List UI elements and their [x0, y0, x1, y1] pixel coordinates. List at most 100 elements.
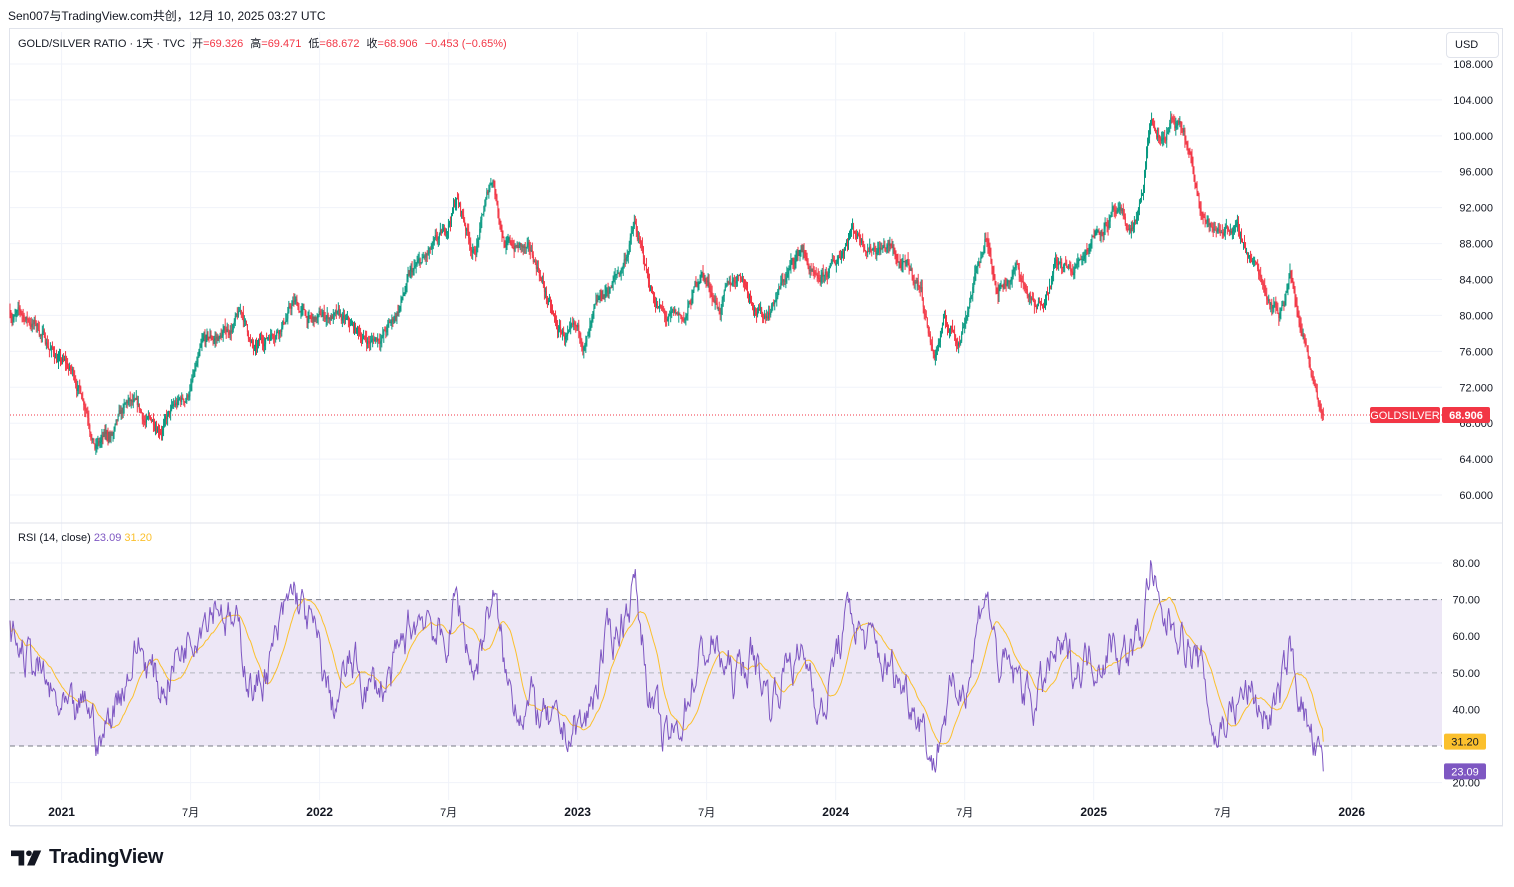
candle-body — [258, 339, 260, 345]
price-axis-label: 76.000 — [1459, 346, 1493, 358]
candle-body — [122, 407, 124, 414]
candle-body — [1169, 123, 1171, 128]
candle-body — [1245, 247, 1247, 253]
candle-body — [1101, 229, 1103, 233]
candle-body — [530, 250, 532, 252]
candle-body — [198, 351, 200, 358]
candle-body — [870, 246, 872, 250]
candle-body — [1198, 195, 1200, 203]
candle-body — [577, 324, 579, 328]
candle-body — [1214, 229, 1216, 231]
candle-body — [824, 271, 826, 275]
candle-body — [628, 244, 630, 253]
candle-body — [1001, 284, 1003, 287]
candle-body — [819, 279, 821, 283]
candle-body — [500, 222, 502, 230]
candle-body — [991, 262, 993, 269]
candle-body — [1091, 235, 1093, 243]
candle-body — [1096, 232, 1098, 234]
candle-body — [750, 294, 752, 298]
candle-body — [738, 275, 740, 277]
candle-body — [381, 336, 383, 342]
candle-body — [77, 388, 79, 391]
candle-body — [1038, 301, 1040, 304]
candle-body — [1293, 284, 1295, 292]
candle-body — [899, 261, 901, 263]
candle-body — [630, 233, 632, 238]
candle-body — [1209, 223, 1211, 226]
candle-body — [85, 408, 87, 411]
candle-body — [582, 347, 584, 351]
candle-body — [1179, 121, 1181, 124]
candle-body — [1313, 379, 1315, 384]
candle-body — [674, 309, 676, 313]
brand-logo[interactable]: TradingView — [11, 846, 163, 869]
candle-body — [1292, 282, 1294, 285]
candle-body — [926, 317, 928, 327]
candle-body — [777, 290, 779, 298]
candle-body — [990, 253, 992, 263]
candle-body — [125, 401, 127, 404]
candle-body — [842, 252, 844, 254]
candle-body — [1288, 277, 1290, 285]
candle-body — [1229, 231, 1231, 233]
candle-body — [889, 243, 891, 246]
candle-body — [519, 243, 521, 246]
candle-body — [731, 281, 733, 286]
candle-body — [1150, 120, 1152, 128]
candle-body — [281, 327, 283, 332]
candle-body — [529, 247, 531, 252]
candle-body — [322, 311, 324, 317]
candle-body — [1163, 137, 1165, 139]
rsi-legend-label[interactable]: RSI (14, close) — [18, 532, 91, 544]
candle-body — [806, 256, 808, 264]
candle-body — [1028, 294, 1030, 298]
candle-body — [286, 318, 288, 321]
candle-body — [349, 325, 351, 327]
candle-body — [873, 247, 875, 249]
candle-body — [246, 324, 248, 333]
candle-body — [1020, 278, 1022, 282]
candle-body — [1093, 236, 1095, 239]
candle-body — [1189, 152, 1191, 154]
candle-body — [687, 306, 689, 314]
candle-body — [1168, 127, 1170, 132]
candle-body — [27, 319, 29, 321]
candle-body — [346, 316, 348, 319]
price-axis-label: 100.000 — [1453, 131, 1493, 143]
candle-body — [241, 312, 243, 314]
candle-body — [28, 319, 30, 323]
candle-body — [514, 245, 516, 251]
candle-body — [1216, 230, 1218, 232]
candle-body — [360, 334, 362, 340]
candle-body — [1221, 232, 1223, 234]
candle-body — [387, 323, 389, 328]
candle-body — [176, 402, 178, 406]
candle-body — [546, 297, 548, 303]
candle-body — [35, 323, 37, 327]
candle-body — [1123, 213, 1125, 217]
candle-body — [353, 326, 355, 330]
candle-body — [1298, 315, 1300, 323]
candle-body — [149, 415, 151, 420]
candle-body — [290, 306, 292, 309]
candle-body — [1277, 310, 1279, 314]
currency-button[interactable]: USD — [1446, 32, 1499, 58]
candle-body — [844, 246, 846, 251]
candle-body — [1203, 216, 1205, 218]
candle-body — [1191, 156, 1193, 165]
candle-body — [276, 331, 278, 337]
candle-body — [63, 359, 65, 361]
candle-body — [407, 273, 409, 279]
candle-body — [775, 300, 777, 302]
candle-body — [515, 245, 517, 247]
candle-body — [452, 204, 454, 211]
candle-body — [216, 336, 218, 339]
candle-body — [45, 342, 47, 344]
legend-symbol[interactable]: GOLD/SILVER RATIO · 1天 · TVC — [18, 38, 186, 50]
candle-body — [614, 275, 616, 277]
candle-body — [1230, 231, 1232, 233]
candle-body — [421, 258, 423, 263]
candle-body — [1055, 259, 1057, 262]
